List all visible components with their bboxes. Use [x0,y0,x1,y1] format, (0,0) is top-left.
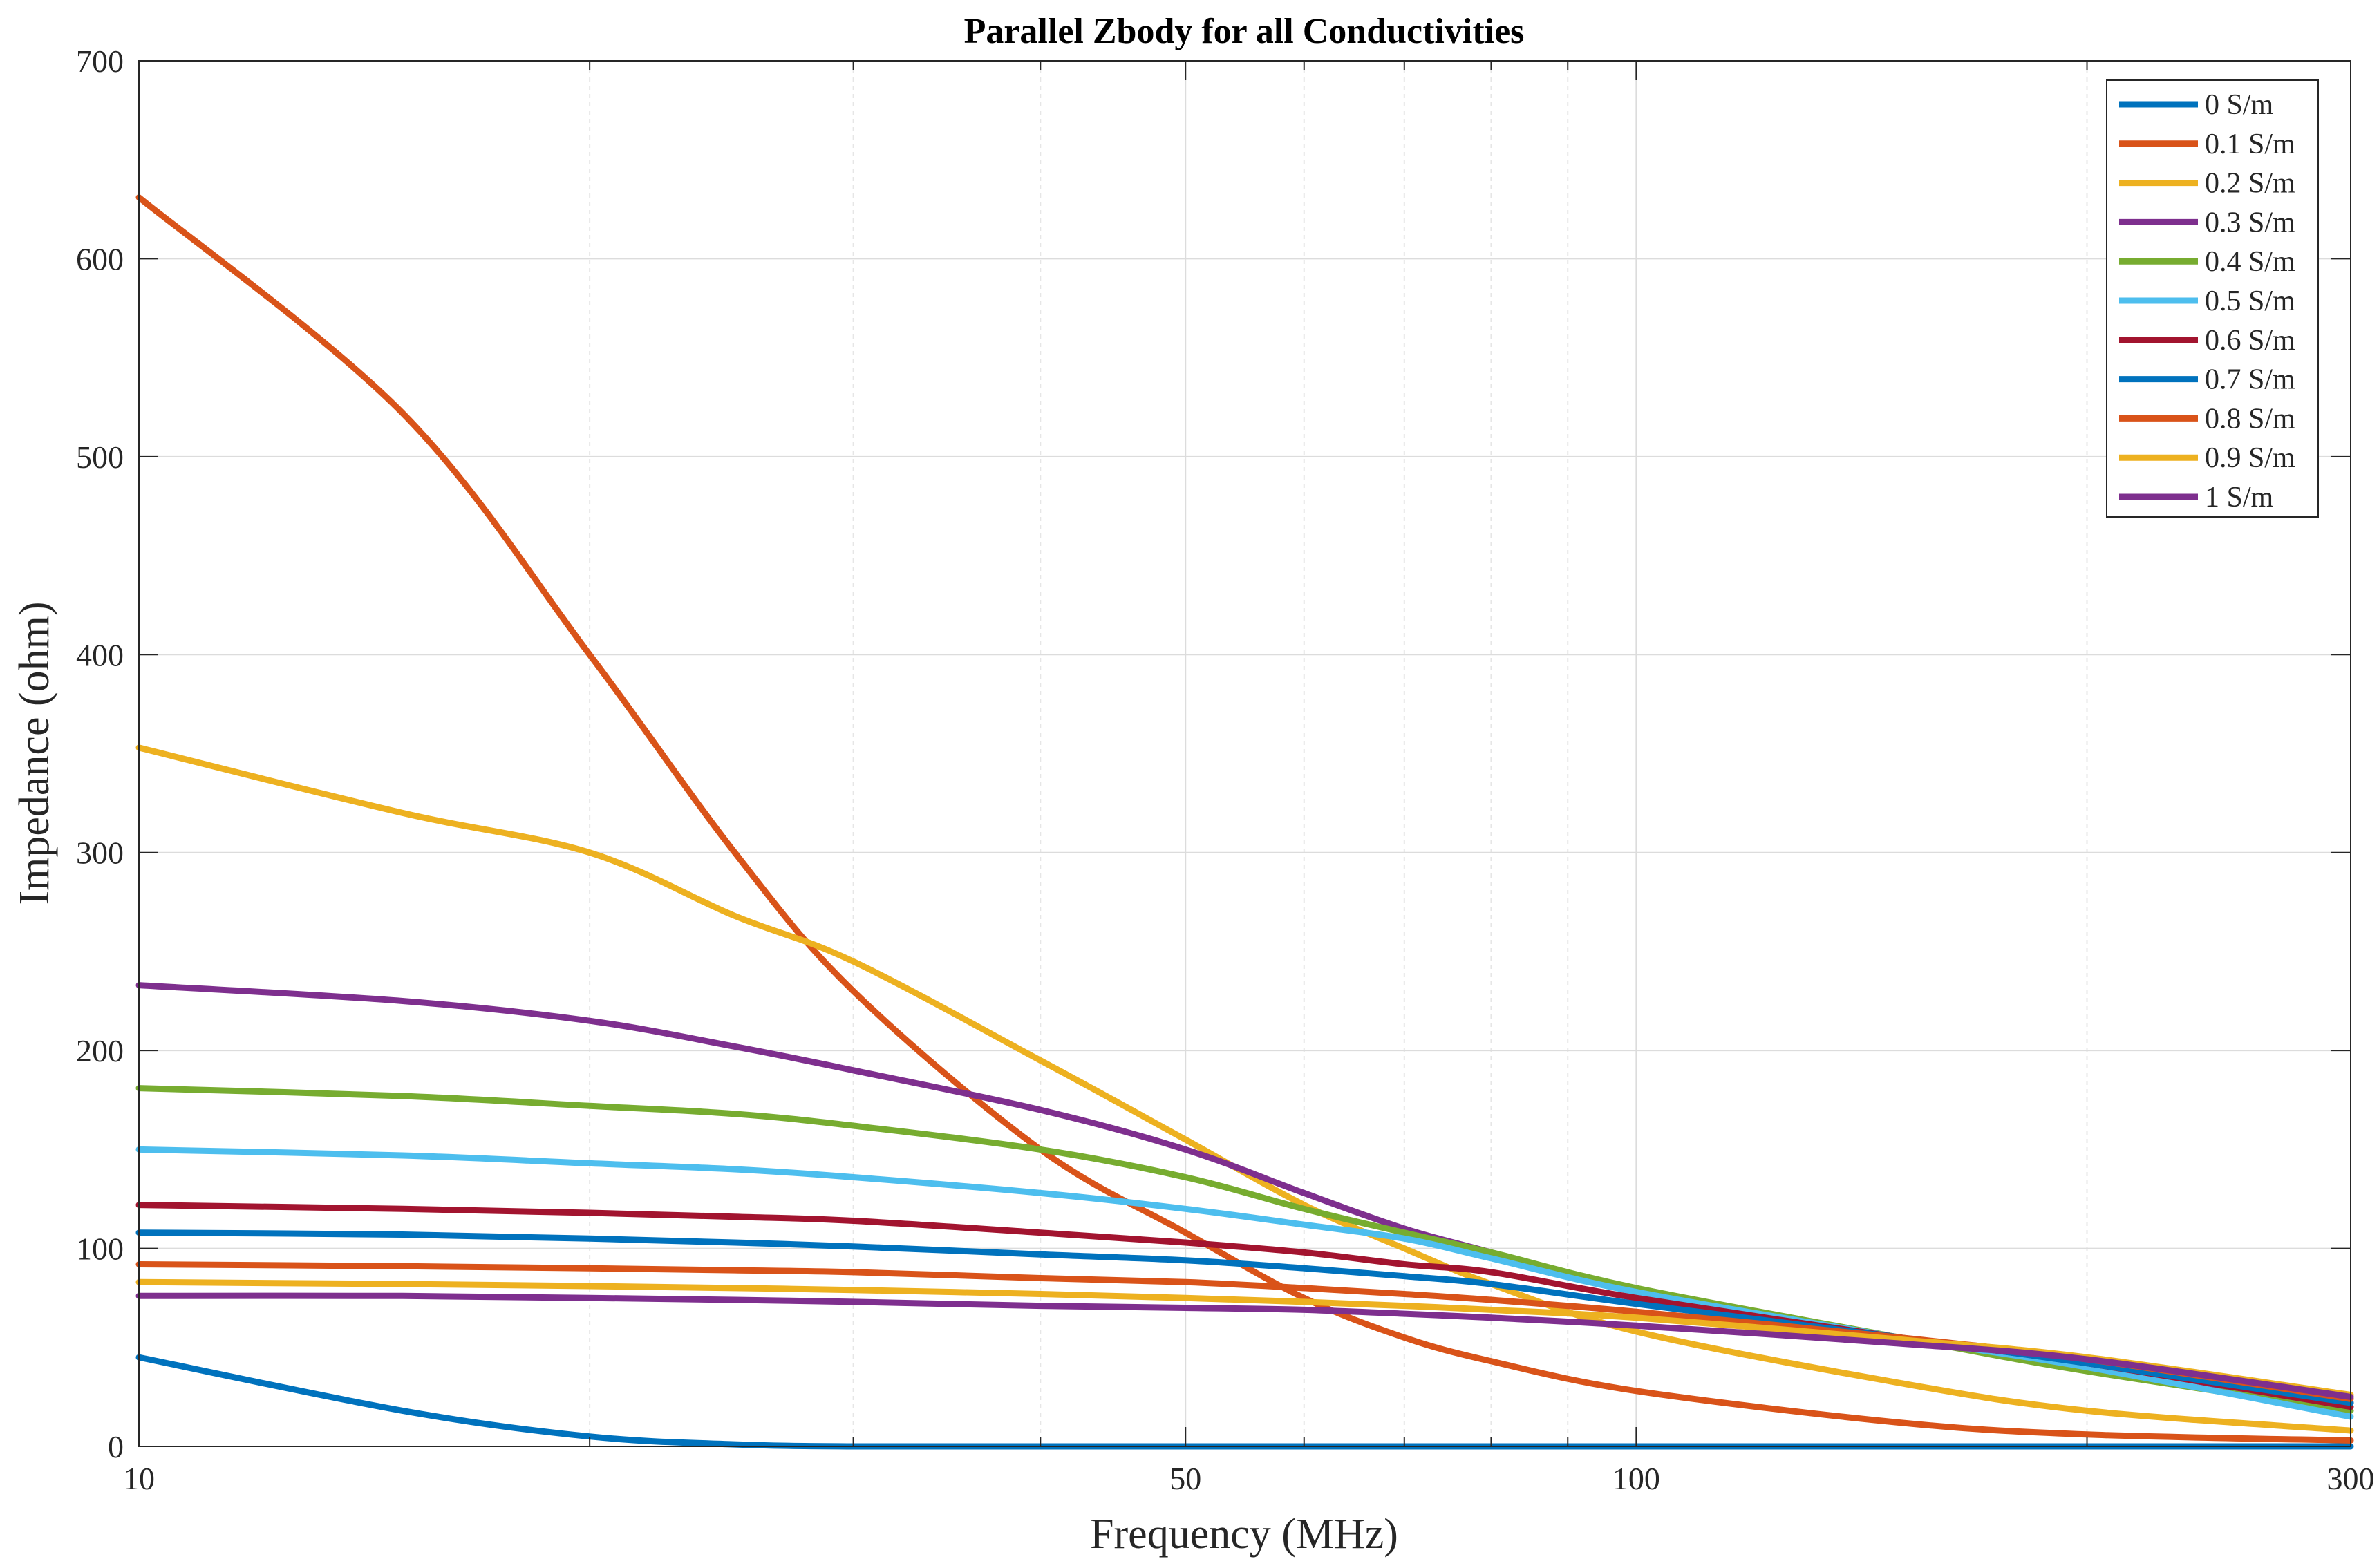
series-line-9 [135,1278,2354,1398]
x-tick-label: 10 [123,1461,155,1496]
series-line-10 [135,1292,2354,1400]
series-line-2 [135,744,2354,1434]
legend-label-3: 0.3 S/m [2205,207,2295,238]
x-tick-label: 50 [1169,1461,1201,1496]
x-tick-label: 300 [2327,1461,2375,1496]
legend-label-9: 0.9 S/m [2205,442,2295,474]
x-tick-label: 100 [1612,1461,1660,1496]
y-tick-label: 200 [76,1033,124,1068]
y-tick-label: 500 [76,440,124,475]
legend-label-6: 0.6 S/m [2205,325,2295,357]
y-tick-label: 700 [76,44,124,79]
legend-label-7: 0.7 S/m [2205,364,2295,396]
plot-frame [138,60,2351,1447]
legend-label-10: 1 S/m [2205,482,2274,513]
y-tick-label: 0 [108,1429,124,1464]
legend-label-2: 0.2 S/m [2205,168,2295,200]
series-line-1 [135,194,2354,1444]
series-layer [135,194,2354,1450]
y-axis-label: Impedance (ohm) [11,602,58,905]
y-tick-label: 100 [76,1231,124,1267]
x-axis-label: Frequency (MHz) [1090,1511,1398,1558]
legend-label-4: 0.4 S/m [2205,246,2295,278]
y-tick-label: 600 [76,241,124,276]
y-tick-label: 400 [76,637,124,672]
series-line-7 [135,1229,2354,1406]
legend-label-8: 0.8 S/m [2205,403,2295,435]
y-tick-label: 300 [76,835,124,871]
legend-label-0: 0 S/m [2205,89,2274,121]
legend-items: 0 S/m 0.1 S/m 0.2 S/m 0.3 S/m 0.4 S/m 0.5 S/m… [2119,89,2295,513]
legend-label-5: 0.5 S/m [2205,285,2295,317]
tick-layer: 10 50 100 300 0 100 200 300 400 500 600 700 [76,44,2375,1496]
legend: 0 S/m 0.1 S/m 0.2 S/m 0.3 S/m 0.4 S/m 0.5 S/m… [2106,79,2319,518]
legend-label-1: 0.1 S/m [2205,129,2295,160]
chart-title: Parallel Zbody for all Conductivities [964,12,1525,51]
